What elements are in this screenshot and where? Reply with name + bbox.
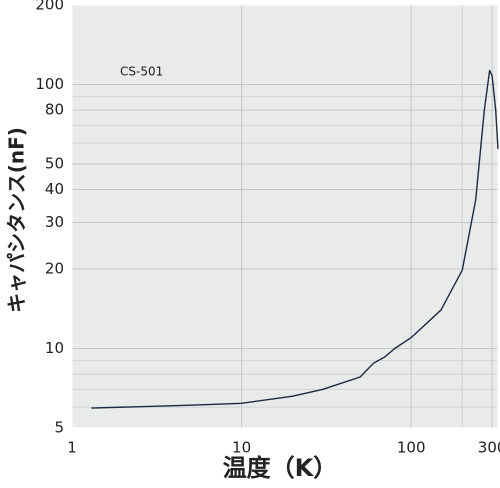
y-tick-label: 40 (45, 180, 64, 198)
x-tick-label: 300 (478, 439, 500, 457)
y-tick-label: 20 (45, 260, 64, 278)
x-axis-label: 温度（K） (223, 454, 338, 482)
y-tick-label: 30 (45, 213, 64, 231)
data-line (91, 69, 499, 409)
plot-frame (71, 4, 499, 429)
y-tick-label: 100 (35, 75, 64, 93)
y-tick-label: 200 (35, 0, 64, 14)
y-tick-label: 10 (45, 339, 64, 357)
x-tick-label: 10 (232, 439, 251, 457)
y-tick-label: 50 (45, 154, 64, 172)
x-tick-label: 100 (397, 439, 426, 457)
y-tick-label: 80 (45, 101, 64, 119)
y-tick-label: 5 (54, 419, 64, 437)
plot-area (72, 5, 498, 428)
y-axis-label: キャパシタンス(nF) (5, 127, 29, 313)
x-tick-label: 1 (67, 439, 77, 457)
annotation: CS-501 (120, 65, 163, 79)
